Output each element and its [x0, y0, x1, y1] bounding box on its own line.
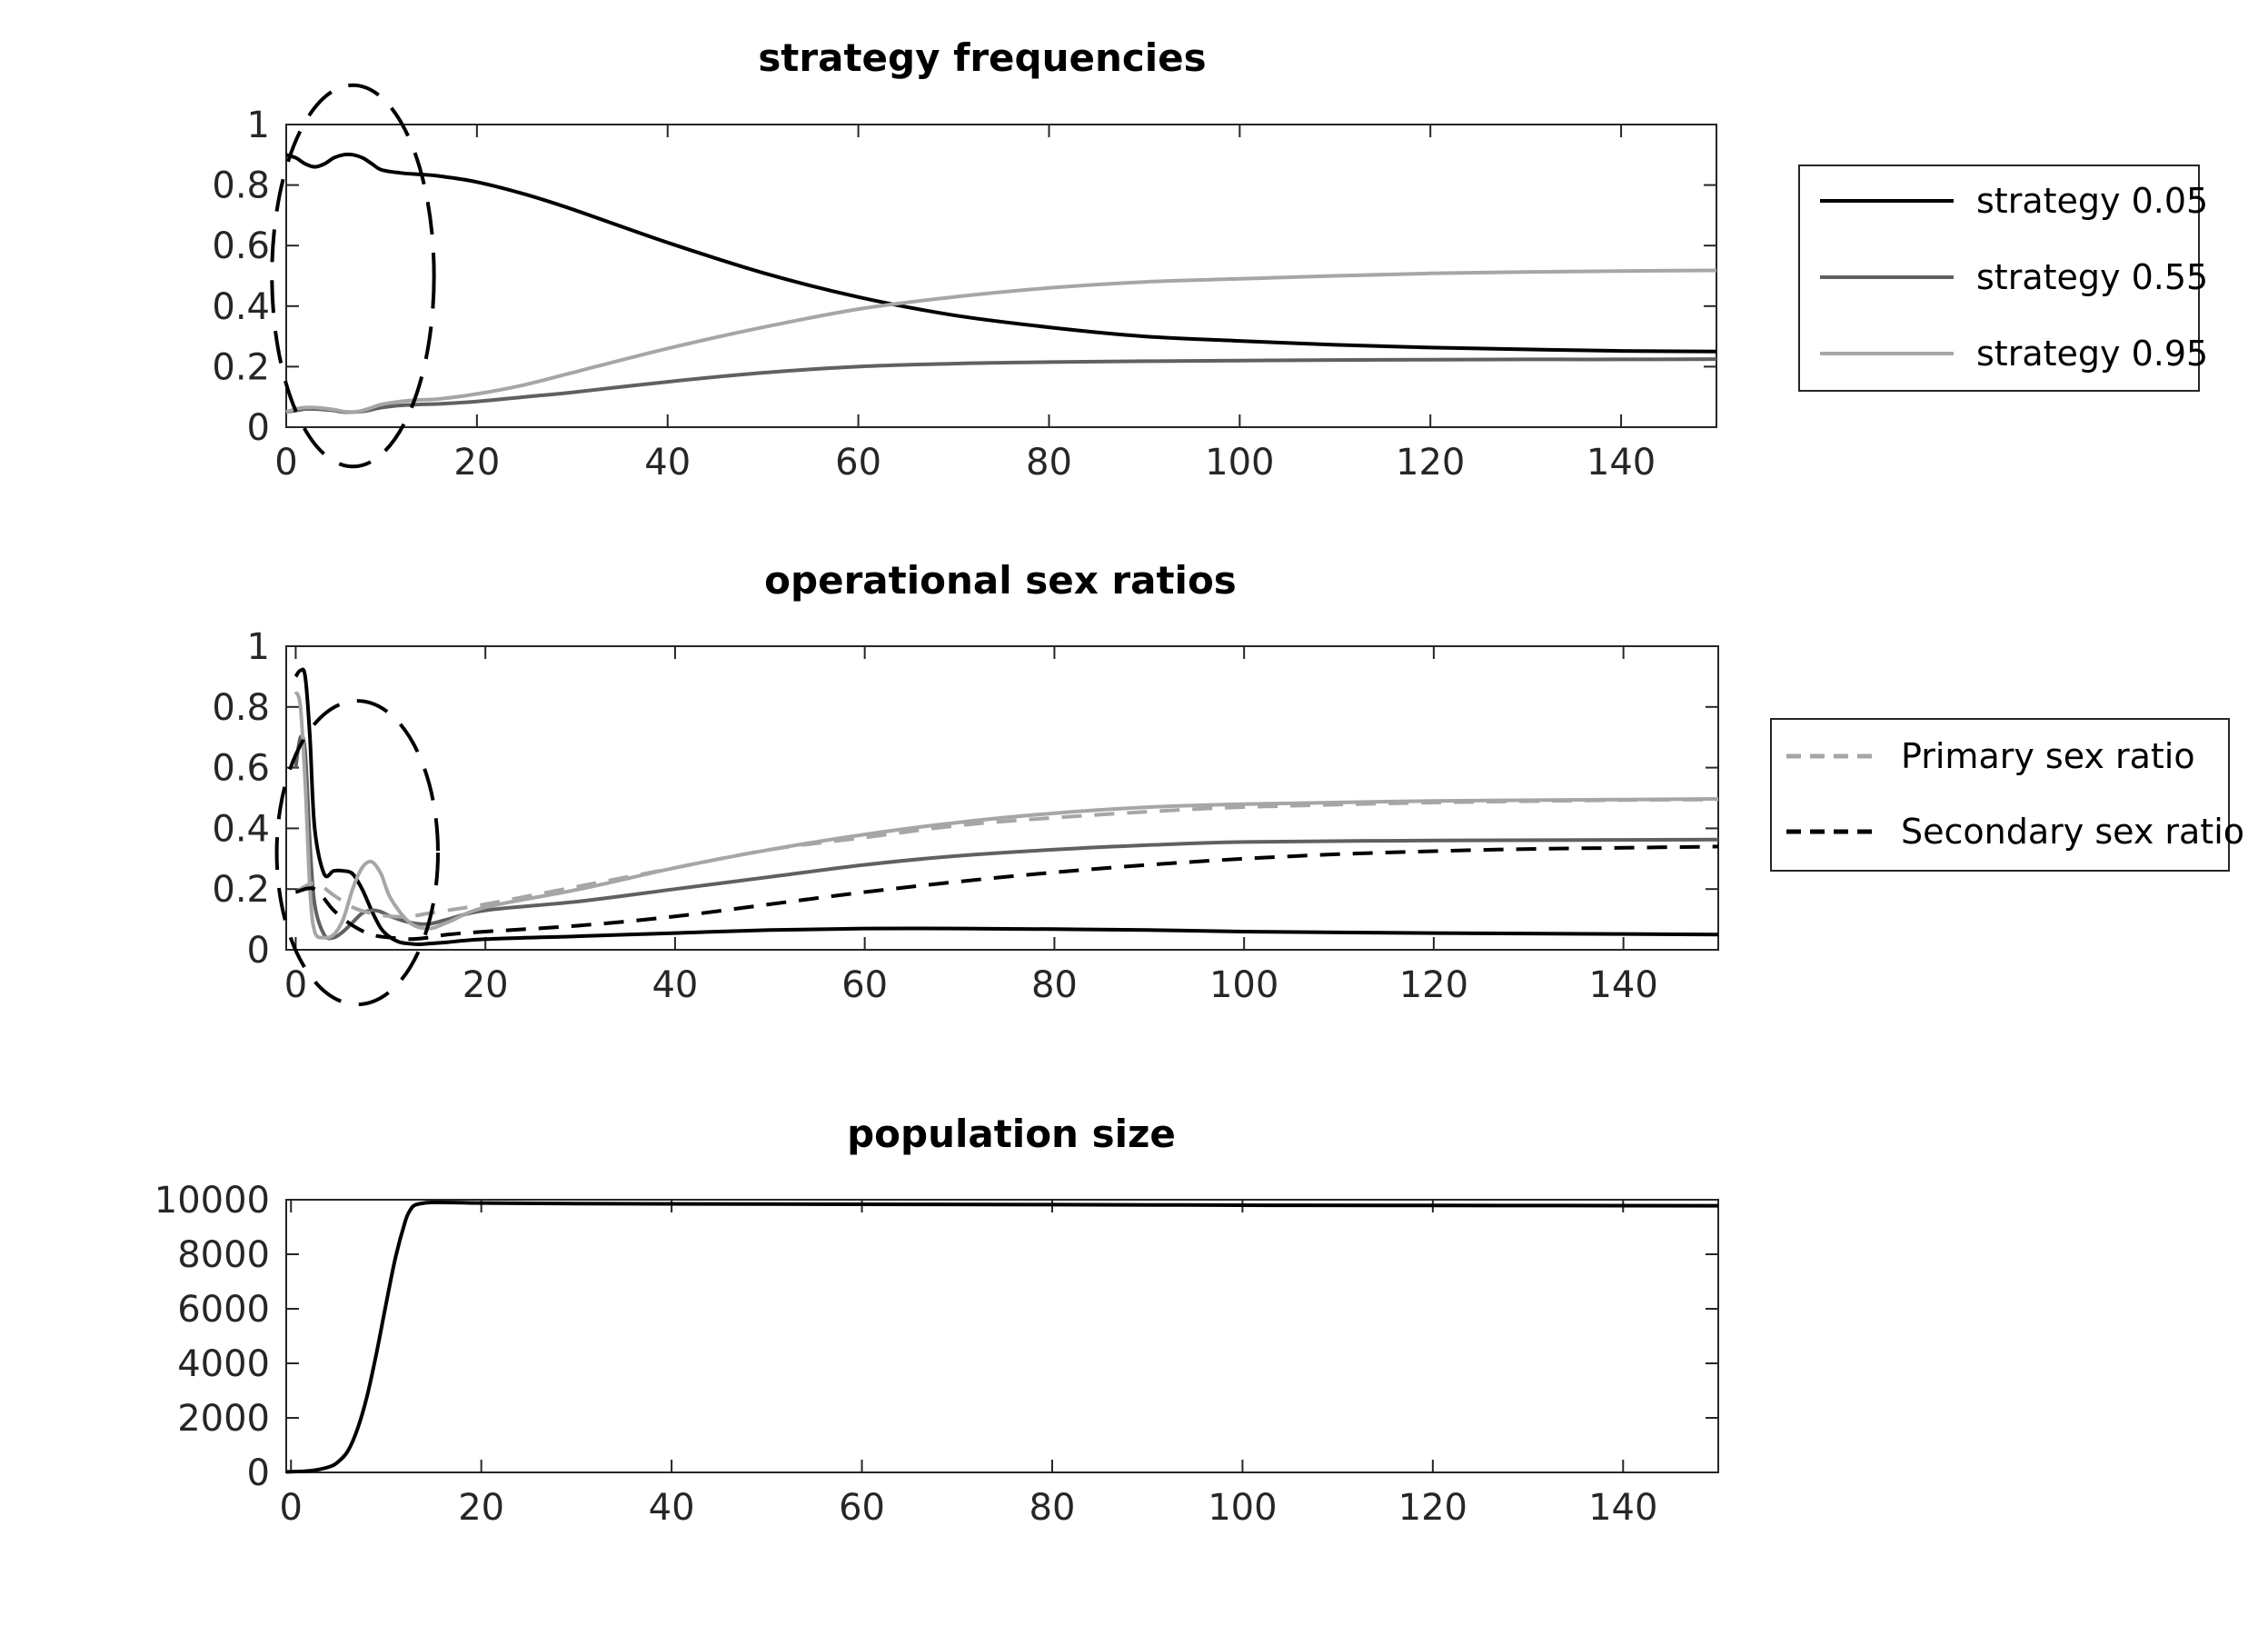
operational-sex-ratios-axes [285, 645, 1719, 951]
operational-sex-ratios-ticks: 0 20 40 60 80 100 120 140 0 0.2 0.4 0.6 0.8 1 [212, 626, 1718, 1006]
series-line-strategy-0-95 [285, 268, 1717, 414]
strategy-frequencies-lines [285, 152, 1717, 414]
annotation-ellipse [270, 83, 436, 469]
x-tick-label: 80 [1030, 1487, 1076, 1529]
x-tick-label: 100 [1208, 1487, 1277, 1529]
strategy-frequencies-annotation [270, 83, 436, 469]
y-tick-label: 0 [247, 1452, 270, 1494]
x-tick-label: 40 [644, 442, 691, 484]
y-tick-label: 0.4 [212, 808, 270, 850]
population-size-title: population size [847, 1112, 1176, 1156]
operational-sex-ratios-annotation [274, 699, 440, 1007]
y-tick-label: 10000 [154, 1180, 270, 1222]
y-tick-label: 2000 [177, 1398, 270, 1440]
x-tick-label: 20 [453, 442, 500, 484]
population-size-axes [285, 1199, 1719, 1473]
x-tick-label: 0 [284, 964, 307, 1006]
x-tick-label: 60 [839, 1487, 885, 1529]
y-tick-label: 1 [247, 105, 270, 146]
operational-sex-ratios-panel: operational sex ratios 0 20 40 60 80 100 120 14… [212, 558, 2244, 1007]
x-tick-label: 120 [1396, 442, 1465, 484]
y-tick-label: 6000 [177, 1289, 270, 1331]
y-tick-label: 0.4 [212, 286, 270, 328]
series-line-strategy-0-05-osr [293, 667, 1719, 946]
strategy-frequencies-axes [285, 124, 1717, 428]
x-tick-label: 100 [1205, 442, 1274, 484]
strategy-frequencies-title: strategy frequencies [758, 35, 1206, 80]
legend-box [1770, 718, 2230, 872]
x-tick-label: 120 [1399, 964, 1468, 1006]
x-tick-label: 20 [463, 964, 509, 1006]
x-tick-label: 40 [649, 1487, 695, 1529]
x-tick-label: 40 [652, 964, 698, 1006]
x-tick-label: 80 [1026, 442, 1072, 484]
series-line-primary-sex-ratio [294, 797, 1719, 919]
population-size-lines [285, 1200, 1719, 1474]
x-tick-label: 140 [1588, 1487, 1657, 1529]
y-tick-label: 4000 [177, 1343, 270, 1385]
y-tick-label: 0.2 [212, 346, 270, 388]
legend-label-strategy-055: strategy 0.55 [1976, 257, 2208, 297]
operational-sex-ratios-title: operational sex ratios [764, 558, 1237, 603]
x-tick-label: 120 [1398, 1487, 1467, 1529]
operational-sex-ratios-legend: Primary sex ratio Secondary sex ratio [1770, 718, 2244, 872]
y-tick-label: 8000 [177, 1234, 270, 1276]
x-tick-label: 80 [1031, 964, 1078, 1006]
x-tick-label: 20 [458, 1487, 504, 1529]
legend-label-secondary-sex-ratio: Secondary sex ratio [1901, 812, 2244, 852]
y-tick-label: 0.6 [212, 225, 270, 267]
series-line-population-size [285, 1200, 1719, 1474]
x-tick-label: 100 [1209, 964, 1278, 1006]
operational-sex-ratios-lines [293, 667, 1719, 946]
legend-label-primary-sex-ratio: Primary sex ratio [1901, 736, 2195, 776]
y-tick-label: 0.8 [212, 687, 270, 729]
y-tick-label: 0.2 [212, 869, 270, 911]
series-line-strategy-0-05 [285, 152, 1717, 354]
x-tick-label: 140 [1587, 442, 1656, 484]
x-tick-label: 60 [835, 442, 881, 484]
strategy-frequencies-legend: strategy 0.05 strategy 0.55 strategy 0.9… [1798, 165, 2208, 392]
strategy-frequencies-panel: strategy frequencies 0 20 40 60 80 100 120 1400… [212, 35, 2208, 484]
strategy-frequencies-ticks: 0 20 40 60 80 100 120 140 0 0.2 0.4 0.6 0.8 1 [212, 105, 1716, 484]
x-tick-label: 0 [274, 442, 297, 484]
legend-label-strategy-095: strategy 0.95 [1976, 334, 2208, 374]
population-size-ticks: 0 20 40 60 80 100 120 140 0 2000 4000 6000 8000 10000 [154, 1180, 1718, 1529]
population-size-panel: population size 0 20 40 60 80 100 120 140 0 2000 4… [154, 1112, 1719, 1529]
x-tick-label: 60 [841, 964, 888, 1006]
y-tick-label: 1 [247, 626, 270, 668]
y-tick-label: 0 [247, 930, 270, 972]
series-line-secondary-sex-ratio [294, 844, 1719, 942]
annotation-ellipse [274, 699, 440, 1007]
series-line-strategy-0-95-osr [293, 691, 1719, 940]
y-tick-label: 0.8 [212, 165, 270, 207]
y-tick-label: 0.6 [212, 748, 270, 790]
legend-label-strategy-005: strategy 0.05 [1976, 181, 2208, 221]
x-tick-label: 0 [280, 1487, 303, 1529]
x-tick-label: 140 [1588, 964, 1657, 1006]
y-tick-label: 0 [247, 407, 270, 449]
